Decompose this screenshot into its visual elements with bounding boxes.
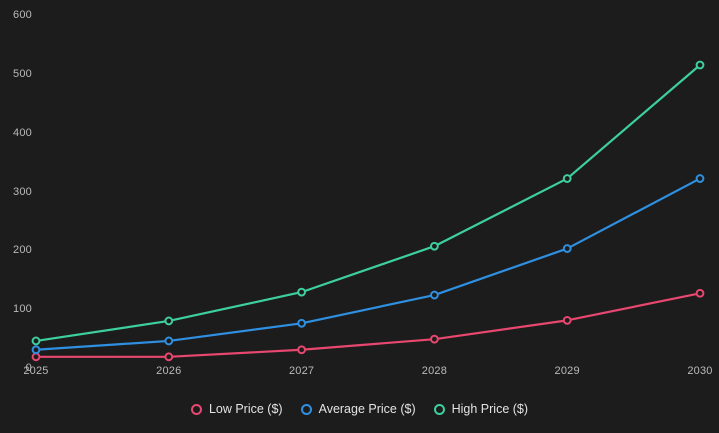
data-point[interactable] [695,60,705,70]
series-line [34,292,702,358]
series-canvas [31,60,705,362]
chart-legend: Low Price ($) Average Price ($) High Price… [0,402,719,416]
y-axis-tick-label: 200 [13,244,32,257]
data-point[interactable] [297,318,307,328]
data-point[interactable] [31,345,41,355]
legend-item[interactable]: Low Price ($) [190,402,283,416]
data-point[interactable] [31,336,41,346]
data-point[interactable] [562,244,572,253]
x-axis: 2025 2026 2027 2028 2029 2030 [0,365,719,389]
data-point[interactable] [297,287,307,297]
data-point[interactable] [562,315,572,325]
data-point[interactable] [695,174,705,183]
legend-marker-icon [300,403,312,415]
data-point[interactable] [562,174,572,183]
y-axis-tick-label: 600 [13,9,32,21]
y-axis-tick-label: 300 [13,185,32,198]
y-axis-tick-label: 100 [13,303,32,316]
legend-item-label: Average Price ($) [318,402,416,416]
series-line [34,63,702,343]
x-axis-tick-label: 2025 [23,365,49,377]
data-point[interactable] [164,316,174,326]
plot-area [31,60,705,362]
x-axis-tick-label: 2029 [554,365,580,377]
series-1 [31,288,705,362]
series-line [34,177,702,351]
y-axis: 0 100 200 300 400 500 600 [0,0,40,395]
legend-item-label: Low Price ($) [208,402,283,416]
y-axis-tick-label: 500 [13,67,32,80]
data-point[interactable] [430,290,439,300]
legend-item[interactable]: Average Price ($) [300,402,416,416]
series-3 [31,60,705,346]
data-point[interactable] [297,345,307,355]
data-point[interactable] [164,352,174,362]
x-axis-tick-label: 2028 [421,365,448,377]
legend-marker-icon [433,403,445,415]
y-axis-tick-label: 400 [13,126,32,139]
data-point[interactable] [430,241,439,251]
x-axis-tick-label: 2026 [156,365,182,377]
legend-item[interactable]: High Price ($) [433,402,529,416]
legend-marker-icon [190,403,202,415]
x-axis-tick-label: 2027 [288,365,315,377]
y-axis-tick-label: 0 [25,362,32,374]
legend-item-label: High Price ($) [451,402,529,416]
x-axis-tick-label: 2030 [687,365,713,377]
data-point[interactable] [695,288,705,298]
data-point[interactable] [430,334,439,344]
data-point[interactable] [164,336,174,346]
series-2 [31,174,705,355]
